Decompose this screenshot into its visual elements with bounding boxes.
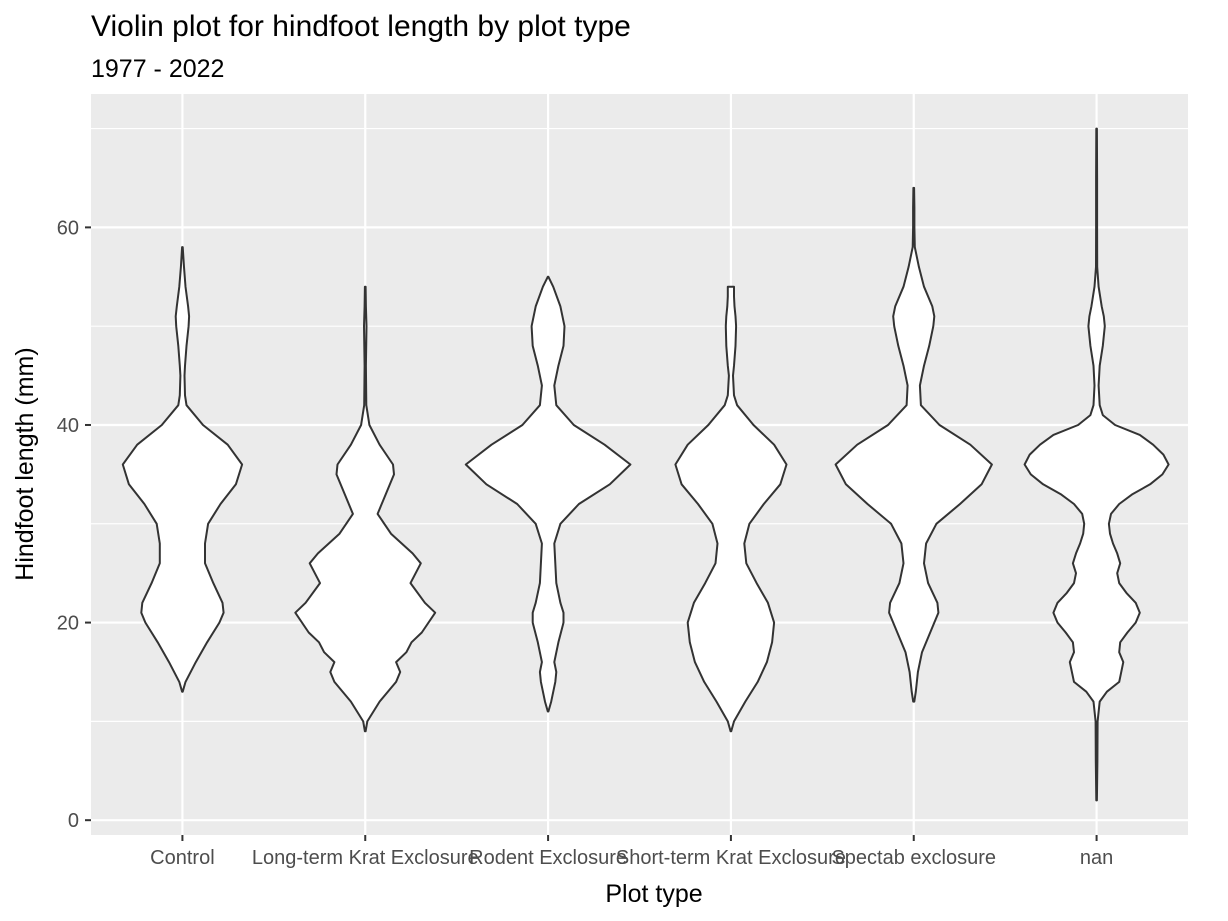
x-tick-label: Long-term Krat Exclosure [252, 847, 479, 869]
violin-nan [1023, 127, 1170, 802]
violin-spectab-exclosure [834, 186, 993, 703]
x-tick-label: Control [150, 847, 214, 869]
y-axis-title: Hindfoot length (mm) [11, 347, 39, 580]
violin-layer [121, 127, 1170, 802]
x-tick-label: Rodent Exclosure [469, 847, 627, 869]
y-axis: 0 20 40 60 [57, 217, 91, 832]
x-tick-label: nan [1080, 847, 1113, 869]
plot-panel [91, 94, 1188, 835]
chart-subtitle: 1977 - 2022 [91, 55, 224, 83]
x-tick-label: Spectab exclosure [831, 847, 996, 869]
violin-rodent-exclosure [464, 275, 632, 713]
x-tick-label: Short-term Krat Exclosure [616, 847, 846, 869]
chart-title: Violin plot for hindfoot length by plot … [91, 10, 631, 43]
violin-short-term-krat-exclosure [674, 285, 788, 733]
violin-control [121, 246, 244, 693]
y-tick-label: 0 [68, 810, 79, 832]
y-tick-label: 20 [57, 613, 79, 635]
violin-long-term-krat-exclosure [294, 285, 437, 733]
y-tick-label: 60 [57, 217, 79, 239]
minor-gridlines [91, 127, 1188, 722]
y-tick-label: 40 [57, 415, 79, 437]
x-axis-title: Plot type [605, 880, 702, 908]
